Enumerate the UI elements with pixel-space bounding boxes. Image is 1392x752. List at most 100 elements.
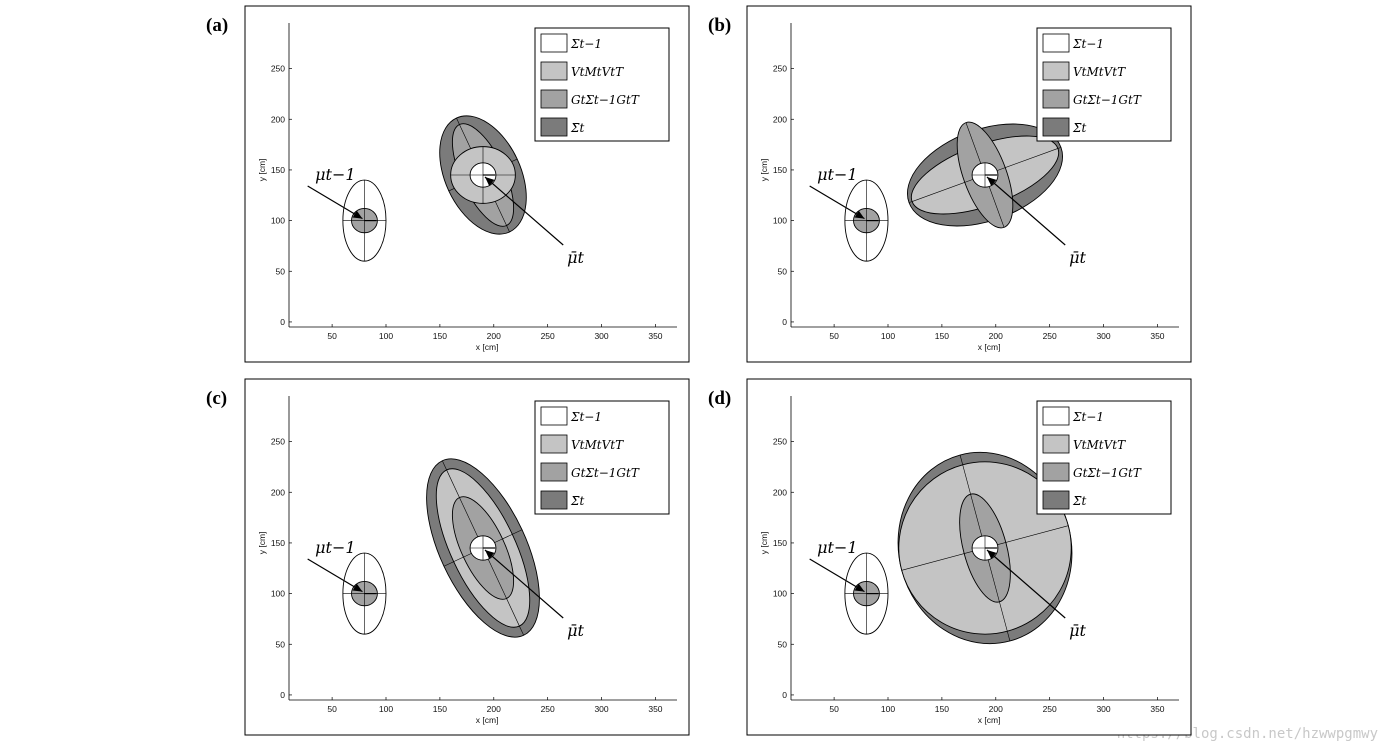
panel-a: (a) 50 100 150 200 250 300 350 0 50 100 150 200 250 x … xyxy=(206,5,690,363)
y-tick-label: 200 xyxy=(773,487,787,497)
x-axis-label: x [cm] xyxy=(476,715,499,725)
y-axis-label: y [cm] xyxy=(759,532,769,555)
legend: Σt−1 VtMtVtT GtΣt−1GtT Σ̄t xyxy=(534,400,670,515)
legend-swatch xyxy=(540,89,568,109)
x-tick-label: 350 xyxy=(1150,331,1164,341)
y-tick-label: 100 xyxy=(773,589,787,599)
x-tick-label: 100 xyxy=(881,704,895,714)
x-tick-label: 50 xyxy=(829,704,839,714)
legend-entry-label: Σ̄t xyxy=(1072,121,1086,135)
x-tick-label: 200 xyxy=(989,704,1003,714)
legend-swatch xyxy=(540,434,568,454)
mu-prev-arrow xyxy=(809,558,865,593)
legend-swatch xyxy=(1042,117,1070,137)
x-tick-label: 300 xyxy=(594,704,608,714)
y-tick-label: 150 xyxy=(773,538,787,548)
mu-prev-arrow-head xyxy=(854,210,865,219)
mu-prev-label: μt−1 xyxy=(315,538,355,557)
mu-prev-label: μt−1 xyxy=(817,538,857,557)
legend: Σt−1 VtMtVtT GtΣt−1GtT Σ̄t xyxy=(534,27,670,142)
legend-entry-label: Σt−1 xyxy=(570,37,602,51)
legend-entry-label: GtΣt−1GtT xyxy=(1073,93,1142,107)
legend-entry-label: Σt−1 xyxy=(1072,410,1104,424)
x-tick-label: 150 xyxy=(935,704,949,714)
y-tick-label: 250 xyxy=(271,64,285,74)
y-tick-label: 250 xyxy=(773,64,787,74)
y-tick-label: 100 xyxy=(271,589,285,599)
legend-entry-label: Σ̄t xyxy=(1072,494,1086,508)
x-tick-label: 300 xyxy=(1096,331,1110,341)
y-tick-label: 0 xyxy=(280,317,285,327)
mu-bar-arrow xyxy=(986,549,1066,619)
plot-area xyxy=(342,458,540,638)
plot-area xyxy=(342,115,527,262)
y-tick-label: 250 xyxy=(773,437,787,447)
legend-entry-label: Σ̄t xyxy=(570,121,584,135)
y-tick-label: 150 xyxy=(271,538,285,548)
y-tick-label: 150 xyxy=(271,165,285,175)
y-tick-label: 50 xyxy=(778,639,788,649)
y-axis-label: y [cm] xyxy=(257,159,267,182)
x-axis-label: x [cm] xyxy=(476,342,499,352)
mu-bar-arrow xyxy=(986,176,1066,246)
panel-letter: (a) xyxy=(206,15,228,36)
x-tick-label: 200 xyxy=(487,704,501,714)
legend-swatch xyxy=(1042,462,1070,482)
legend-entry-label: GtΣt−1GtT xyxy=(571,93,640,107)
x-tick-label: 200 xyxy=(487,331,501,341)
panel-letter: (c) xyxy=(206,388,227,409)
legend-swatch xyxy=(540,462,568,482)
legend-swatch xyxy=(540,406,568,426)
x-tick-label: 300 xyxy=(1096,704,1110,714)
x-tick-label: 250 xyxy=(1043,704,1057,714)
x-tick-label: 50 xyxy=(327,331,337,341)
legend-swatch xyxy=(1042,33,1070,53)
legend-entry-label: GtΣt−1GtT xyxy=(1073,466,1142,480)
legend-swatch xyxy=(1042,89,1070,109)
y-tick-label: 200 xyxy=(271,114,285,124)
legend-entry-label: VtMtVtT xyxy=(571,65,624,79)
x-axis-label: x [cm] xyxy=(978,715,1001,725)
x-tick-label: 50 xyxy=(829,331,839,341)
mu-prev-arrow-head xyxy=(352,583,363,592)
x-tick-label: 300 xyxy=(594,331,608,341)
y-axis-label: y [cm] xyxy=(257,532,267,555)
mu-bar-arrow xyxy=(484,176,564,246)
mu-bar-arrow-head xyxy=(987,550,997,559)
legend-entry-label: VtMtVtT xyxy=(571,438,624,452)
x-tick-label: 350 xyxy=(648,331,662,341)
legend: Σt−1 VtMtVtT GtΣt−1GtT Σ̄t xyxy=(1036,27,1172,142)
mu-prev-arrow-head xyxy=(352,210,363,219)
mu-bar-arrow-head xyxy=(485,550,495,559)
y-tick-label: 200 xyxy=(271,487,285,497)
y-tick-label: 0 xyxy=(280,690,285,700)
legend-swatch xyxy=(1042,490,1070,510)
y-tick-label: 200 xyxy=(773,114,787,124)
legend-entry-label: Σt−1 xyxy=(570,410,602,424)
x-tick-label: 350 xyxy=(1150,704,1164,714)
mu-prev-arrow xyxy=(307,185,363,220)
y-tick-label: 250 xyxy=(271,437,285,447)
legend-swatch xyxy=(1042,406,1070,426)
legend-swatch xyxy=(1042,61,1070,81)
mu-bar-label: μ̄t xyxy=(1069,248,1086,267)
mu-bar-label: μ̄t xyxy=(567,621,584,640)
legend-entry-label: VtMtVtT xyxy=(1073,65,1126,79)
x-tick-label: 150 xyxy=(433,331,447,341)
y-axis-label: y [cm] xyxy=(759,159,769,182)
mu-prev-label: μt−1 xyxy=(817,165,857,184)
legend-entry-label: GtΣt−1GtT xyxy=(571,466,640,480)
legend-entry-label: Σ̄t xyxy=(570,494,584,508)
panel-letter: (d) xyxy=(708,388,731,409)
panel-b: (b) 50 100 150 200 250 300 350 0 50 100 150 200 250 x … xyxy=(708,5,1192,363)
legend-swatch xyxy=(540,490,568,510)
x-tick-label: 150 xyxy=(935,331,949,341)
x-tick-label: 350 xyxy=(648,704,662,714)
x-tick-label: 250 xyxy=(541,331,555,341)
legend-swatch xyxy=(540,33,568,53)
y-tick-label: 0 xyxy=(782,690,787,700)
y-tick-label: 0 xyxy=(782,317,787,327)
mu-prev-arrow-head xyxy=(854,583,865,592)
legend-swatch xyxy=(1042,434,1070,454)
x-axis-label: x [cm] xyxy=(978,342,1001,352)
